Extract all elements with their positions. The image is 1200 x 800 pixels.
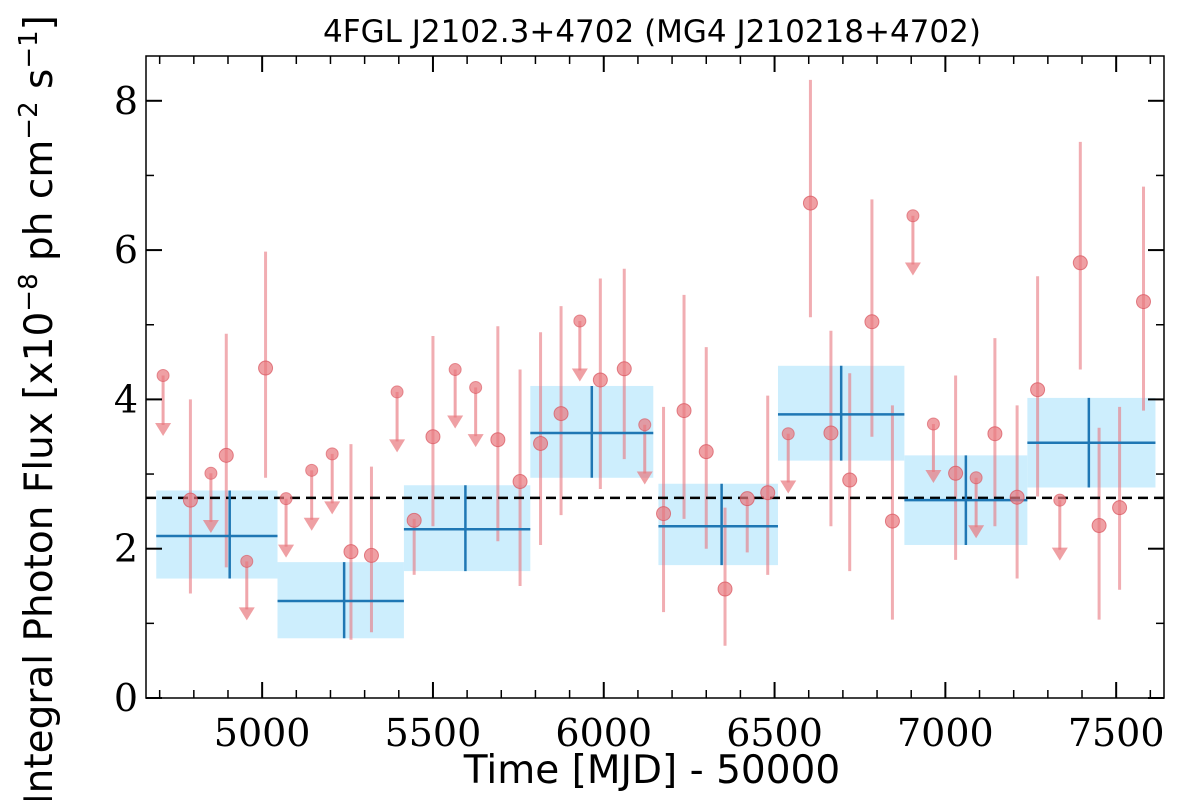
- plot-frame: [145, 55, 1165, 699]
- upper-limit-arrow-head: [324, 501, 341, 515]
- y-tick-label: 0: [114, 676, 138, 720]
- upper-limit-arrow-head: [571, 368, 588, 382]
- upper-limit-point: [1053, 493, 1067, 507]
- upper-limit-arrow-head: [904, 262, 921, 276]
- upper-limit-point: [390, 385, 404, 399]
- flux-point: [363, 547, 379, 563]
- x-tick-label: 7000: [897, 711, 994, 755]
- upper-limit-arrow-head: [968, 525, 985, 539]
- flux-point: [343, 544, 359, 560]
- upper-limit-point: [638, 418, 652, 432]
- flux-point: [616, 361, 632, 377]
- flux-point: [533, 435, 549, 451]
- upper-limit-point: [325, 447, 339, 461]
- flux-point: [182, 492, 198, 508]
- flux-point: [717, 581, 733, 597]
- flux-point: [948, 465, 964, 481]
- y-tick-label: 4: [114, 377, 138, 421]
- upper-limit-arrow-head: [238, 607, 255, 621]
- flux-point: [592, 372, 608, 388]
- flux-point: [698, 444, 714, 460]
- chart-title: 4FGL J2102.3+4702 (MG4 J210218+4702): [323, 14, 981, 50]
- flux-point: [1112, 500, 1128, 516]
- upper-limit-point: [781, 427, 795, 441]
- plot-area: [146, 79, 1164, 646]
- flux-point: [512, 474, 528, 490]
- upper-limit-point: [448, 363, 462, 377]
- bin-box: [156, 490, 278, 579]
- flux-point: [1030, 382, 1046, 398]
- y-tick-label: 2: [114, 527, 138, 571]
- upper-limit-arrow-head: [467, 434, 484, 448]
- x-tick-label: 5500: [385, 711, 482, 755]
- y-tick-label: 8: [114, 79, 138, 123]
- flux-point: [553, 406, 569, 422]
- flux-point: [864, 314, 880, 330]
- bin-box: [658, 483, 778, 566]
- flux-point: [802, 195, 818, 211]
- y-axis-label: Integral Photon Flux [x10−8 ph cm−2 s−1]: [14, 15, 62, 800]
- x-axis-label: Time [MJD] - 50000: [463, 748, 840, 793]
- flux-point: [739, 491, 755, 507]
- flux-point: [760, 485, 776, 501]
- x-tick-label: 6000: [555, 711, 652, 755]
- upper-limit-point: [969, 471, 983, 485]
- upper-limit-point: [906, 209, 920, 223]
- upper-limit-point: [279, 492, 293, 506]
- flux-point: [1091, 518, 1107, 534]
- upper-limit-arrow-head: [636, 471, 653, 485]
- upper-limit-point: [156, 369, 170, 383]
- flux-point: [842, 472, 858, 488]
- flux-point: [406, 512, 422, 528]
- flux-point: [425, 429, 441, 445]
- upper-limit-arrow-head: [1051, 547, 1068, 561]
- upper-limit-arrow-head: [155, 422, 172, 436]
- upper-limit-arrow-head: [278, 544, 295, 558]
- upper-limit-point: [926, 417, 940, 431]
- upper-limit-arrow-head: [925, 470, 942, 484]
- flux-point: [1136, 294, 1152, 310]
- flux-point: [218, 447, 234, 463]
- upper-limit-arrow-head: [780, 480, 797, 494]
- upper-limit-point: [573, 314, 587, 328]
- upper-limit-arrow-head: [202, 520, 219, 534]
- flux-point: [656, 506, 672, 522]
- flux-point: [987, 426, 1003, 442]
- flux-point: [676, 403, 692, 419]
- x-tick-label: 7500: [1068, 711, 1165, 755]
- flux-point: [258, 360, 274, 376]
- upper-limit-point: [240, 554, 254, 568]
- y-tick-label: 6: [114, 228, 138, 272]
- upper-limit-point: [305, 463, 319, 477]
- upper-limit-point: [204, 466, 218, 480]
- flux-point: [1072, 255, 1088, 271]
- axis-ticks: 5000 5500 6000 6500 7000 7500 0 2 4 6 8: [114, 56, 1165, 755]
- x-tick-label: 5000: [214, 711, 311, 755]
- flux-point: [1009, 489, 1025, 505]
- x-tick-label: 6500: [726, 711, 823, 755]
- upper-limit-arrow-head: [447, 415, 464, 429]
- upper-limit-arrow-head: [389, 439, 406, 453]
- flux-point: [490, 432, 506, 448]
- upper-limit-arrow-head: [303, 517, 320, 531]
- flux-point: [884, 513, 900, 529]
- flux-point: [823, 425, 839, 441]
- upper-limit-point: [469, 380, 483, 394]
